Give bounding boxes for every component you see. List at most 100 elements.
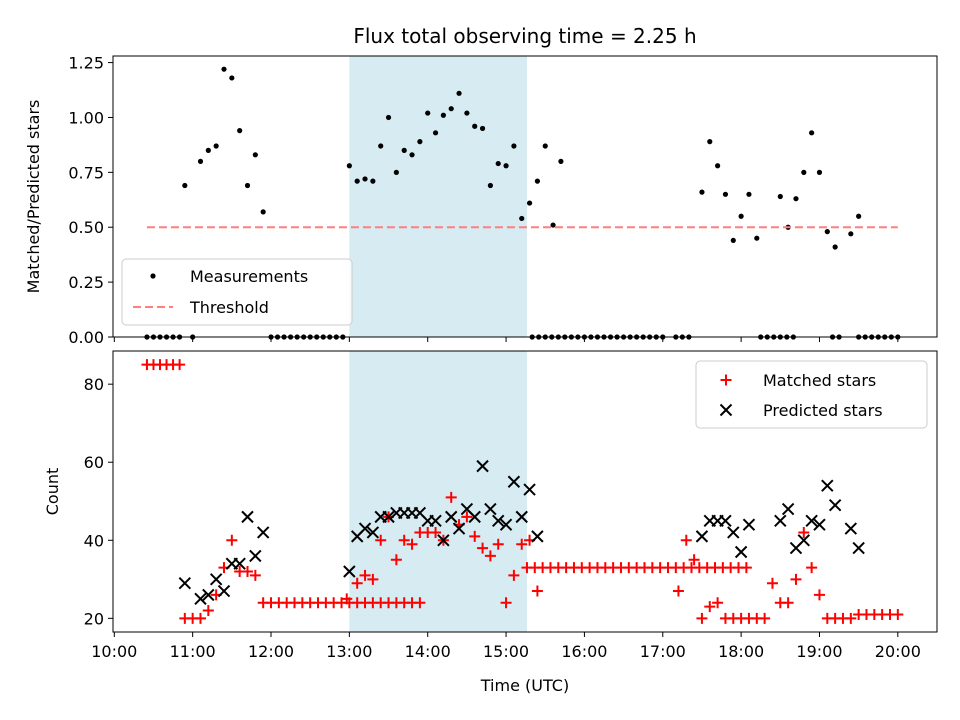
- y-tick-label: 0.00: [68, 328, 104, 347]
- measurements-point: [197, 158, 204, 164]
- predicted-stars-point: [476, 459, 489, 473]
- predicted-stars-point: [797, 534, 811, 547]
- matched-stars-point: [680, 534, 692, 546]
- measurements-point: [848, 231, 854, 237]
- measurements-point: [856, 213, 862, 219]
- measurements-point: [432, 130, 439, 136]
- measurements-point: [801, 169, 807, 175]
- chart-title: Flux total observing time = 2.25 h: [353, 24, 696, 48]
- predicted-stars-point: [209, 573, 223, 586]
- matched-stars-point: [445, 491, 457, 503]
- measurements-point: [448, 106, 454, 112]
- predicted-stars-point: [515, 510, 528, 524]
- legend-box: [121, 258, 353, 326]
- y-tick-label: 0.75: [68, 163, 104, 182]
- matched-stars-point: [782, 597, 794, 609]
- legend-marker-predicted: [719, 403, 733, 417]
- matched-stars-point: [688, 554, 700, 566]
- predicted-stars-point: [844, 522, 858, 535]
- measurements-point: [730, 237, 736, 244]
- x-tick-label: 17:00: [640, 642, 686, 661]
- matched-stars-point: [892, 608, 904, 620]
- matched-stars-point: [845, 612, 857, 624]
- y-tick-label: 0.50: [68, 218, 104, 237]
- matched-stars-point: [398, 534, 410, 546]
- matched-stars-point: [367, 573, 379, 585]
- matched-stars-point: [672, 585, 684, 597]
- measurements-point: [503, 163, 509, 169]
- measurements-point: [526, 200, 533, 206]
- x-tick-label: 11:00: [170, 642, 216, 661]
- measurements-point: [793, 196, 799, 202]
- measurements-point: [472, 123, 478, 129]
- predicted-stars-point: [358, 522, 372, 535]
- legend-box: [695, 360, 928, 429]
- measurements-point: [707, 139, 713, 145]
- measurements-point: [229, 75, 235, 81]
- x-tick-label: 12:00: [248, 642, 294, 661]
- matched-stars-point: [712, 597, 724, 609]
- matched-stars-point: [430, 526, 442, 538]
- measurements-point: [440, 112, 446, 118]
- predicted-stars-point: [828, 498, 842, 512]
- predicted-stars-point: [241, 510, 254, 524]
- matched-stars-point: [406, 538, 418, 550]
- measurements-point: [479, 125, 486, 132]
- measurements-point: [519, 215, 525, 222]
- measurements-point: [182, 182, 188, 189]
- observing-window-shade: [349, 351, 527, 632]
- measurements-point: [558, 158, 564, 164]
- y-tick-label: 20: [84, 609, 104, 628]
- x-tick-label: 10:00: [91, 642, 137, 661]
- legend: Measurements Threshold: [121, 258, 353, 326]
- predicted-stars-point: [734, 545, 748, 559]
- predicted-stars-point: [507, 475, 521, 488]
- predicted-stars-point: [445, 510, 458, 524]
- measurements-point: [746, 191, 752, 197]
- matched-stars-point: [351, 577, 363, 589]
- measurements-point: [252, 152, 258, 158]
- matched-stars-point: [242, 566, 254, 578]
- matched-stars-point: [341, 593, 353, 605]
- measurements-point: [385, 114, 392, 121]
- measurements-point: [832, 244, 838, 250]
- matched-stars-point: [359, 569, 371, 581]
- predicted-stars-point: [805, 514, 818, 527]
- matched-stars-point: [500, 597, 512, 609]
- matched-stars-point: [759, 612, 771, 624]
- measurements-point: [754, 235, 760, 241]
- measurements-point: [354, 178, 360, 184]
- predicted-stars-point: [217, 584, 231, 598]
- matched-stars-point: [461, 511, 473, 523]
- predicted-stars-point: [178, 577, 192, 590]
- predicted-stars-point: [742, 518, 756, 531]
- legend-label: Threshold: [189, 298, 269, 317]
- matched-stars-point: [226, 534, 238, 546]
- predicted-stars-point: [523, 483, 536, 496]
- measurements-point: [715, 163, 721, 169]
- matched-stars-point: [531, 585, 543, 597]
- y-tick-label: 1.00: [68, 108, 104, 127]
- measurements-point: [417, 139, 423, 145]
- predicted-stars-point: [719, 514, 732, 527]
- measurements-point: [699, 189, 705, 195]
- predicted-stars-point: [366, 526, 380, 539]
- predicted-stars-point: [499, 518, 513, 531]
- measurements-point: [542, 143, 548, 149]
- ratio-panel: 0.00 0.25 0.50 0.75 1.00 1.25 Matched/Predicte…: [24, 54, 938, 347]
- predicted-stars-point: [852, 541, 865, 555]
- predicted-stars-point: [821, 479, 834, 492]
- predicted-stars-point: [343, 565, 356, 578]
- matched-stars-point: [484, 550, 496, 562]
- y-tick-label: 80: [84, 375, 104, 394]
- measurements-point: [370, 178, 376, 184]
- predicted-stars-point: [202, 588, 215, 602]
- predicted-stars-point: [774, 514, 787, 527]
- measurements-point: [346, 163, 352, 169]
- count-panel: 20 40 60 80 10:00 11:00 12:00 13:00 14:00 15:00 16…: [43, 350, 938, 695]
- predicted-stars-point: [468, 510, 481, 524]
- measurements-point: [816, 169, 823, 175]
- predicted-stars-point: [437, 534, 450, 547]
- matched-stars-point: [375, 534, 387, 546]
